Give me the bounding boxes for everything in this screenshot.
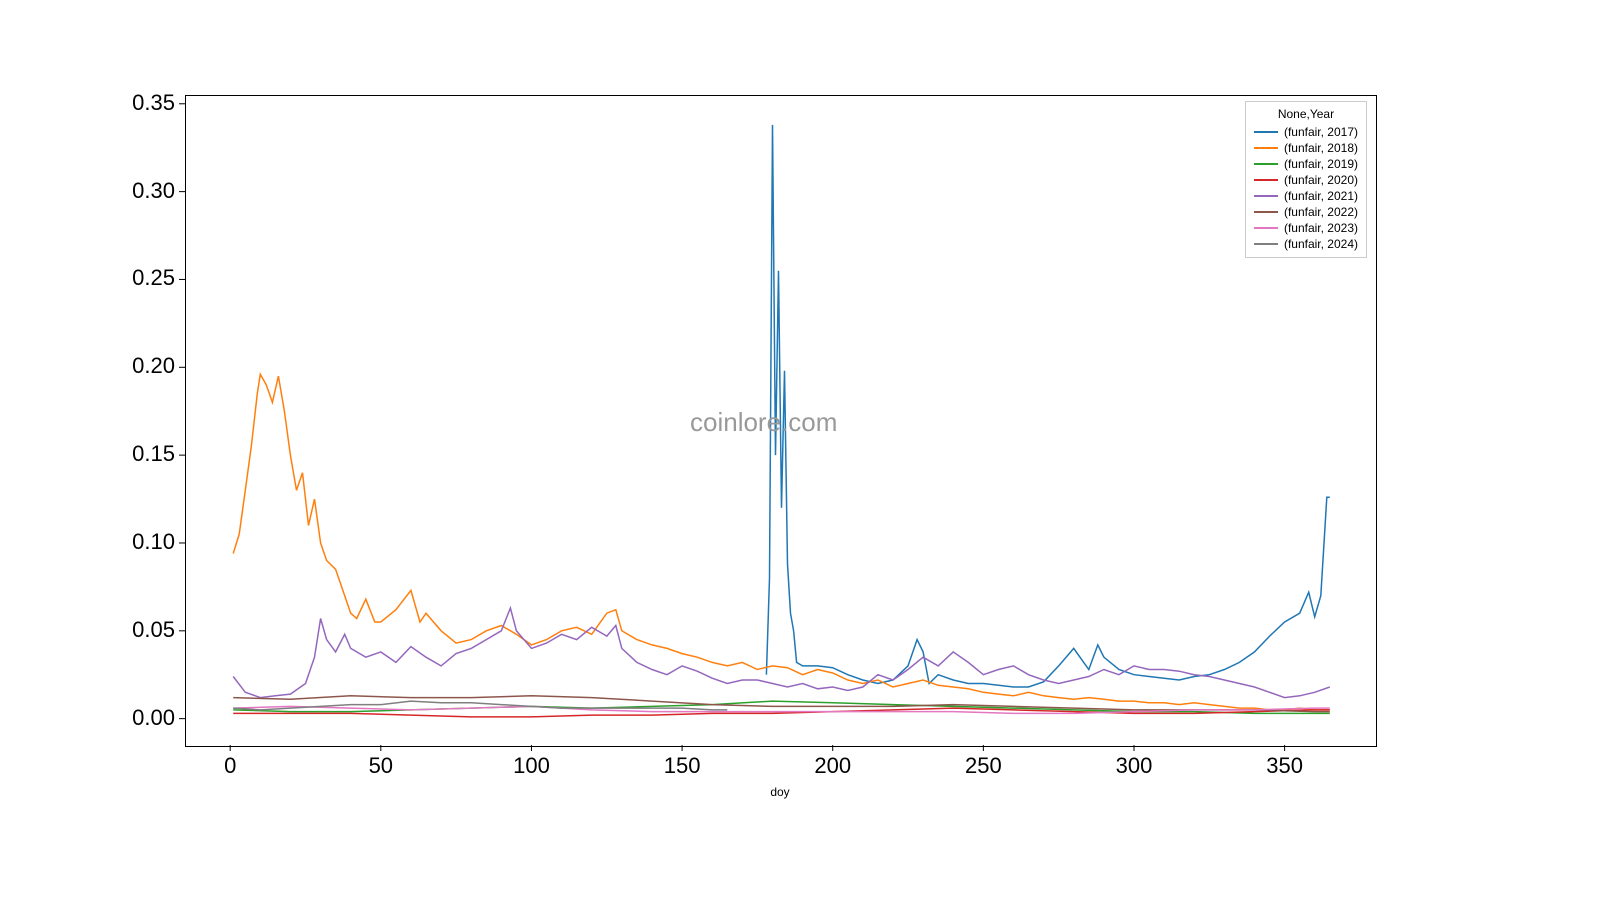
legend-swatch — [1254, 243, 1278, 245]
legend-label: (funfair, 2017) — [1284, 125, 1358, 139]
x-tick-label: 250 — [953, 753, 1013, 779]
legend-label: (funfair, 2019) — [1284, 157, 1358, 171]
legend-swatch — [1254, 147, 1278, 149]
legend-swatch — [1254, 211, 1278, 213]
x-tick-label: 200 — [803, 753, 863, 779]
legend-item: (funfair, 2022) — [1254, 204, 1358, 220]
x-tick-label: 300 — [1104, 753, 1164, 779]
x-tick-label: 100 — [501, 753, 561, 779]
legend-label: (funfair, 2022) — [1284, 205, 1358, 219]
legend-label: (funfair, 2021) — [1284, 189, 1358, 203]
y-tick-label: 0.00 — [110, 705, 175, 731]
y-tick-label: 0.25 — [110, 265, 175, 291]
legend-swatch — [1254, 227, 1278, 229]
series-funfair_2021 — [233, 608, 1330, 698]
x-axis-label: doy — [760, 785, 800, 799]
legend-swatch — [1254, 131, 1278, 133]
legend-item: (funfair, 2021) — [1254, 188, 1358, 204]
legend-label: (funfair, 2024) — [1284, 237, 1358, 251]
legend-item: (funfair, 2018) — [1254, 140, 1358, 156]
x-tick-label: 0 — [200, 753, 260, 779]
legend-title: None,Year — [1254, 107, 1358, 121]
y-tick-label: 0.30 — [110, 178, 175, 204]
x-tick-label: 50 — [351, 753, 411, 779]
chart-container: coinlore.com None,Year (funfair, 2017)(f… — [50, 40, 1550, 860]
legend-item: (funfair, 2017) — [1254, 124, 1358, 140]
legend-swatch — [1254, 179, 1278, 181]
y-tick-label: 0.35 — [110, 90, 175, 116]
legend-swatch — [1254, 163, 1278, 165]
legend: None,Year (funfair, 2017) (funfair, 2018)… — [1245, 101, 1367, 258]
x-tick-label: 150 — [652, 753, 712, 779]
legend-item: (funfair, 2023) — [1254, 220, 1358, 236]
y-tick-label: 0.10 — [110, 529, 175, 555]
legend-swatch — [1254, 195, 1278, 197]
y-tick-label: 0.15 — [110, 441, 175, 467]
legend-label: (funfair, 2023) — [1284, 221, 1358, 235]
legend-item: (funfair, 2019) — [1254, 156, 1358, 172]
legend-item: (funfair, 2020) — [1254, 172, 1358, 188]
legend-label: (funfair, 2018) — [1284, 141, 1358, 155]
y-tick-label: 0.20 — [110, 353, 175, 379]
y-tick-label: 0.05 — [110, 617, 175, 643]
x-tick-label: 350 — [1255, 753, 1315, 779]
legend-label: (funfair, 2020) — [1284, 173, 1358, 187]
legend-item: (funfair, 2024) — [1254, 236, 1358, 252]
